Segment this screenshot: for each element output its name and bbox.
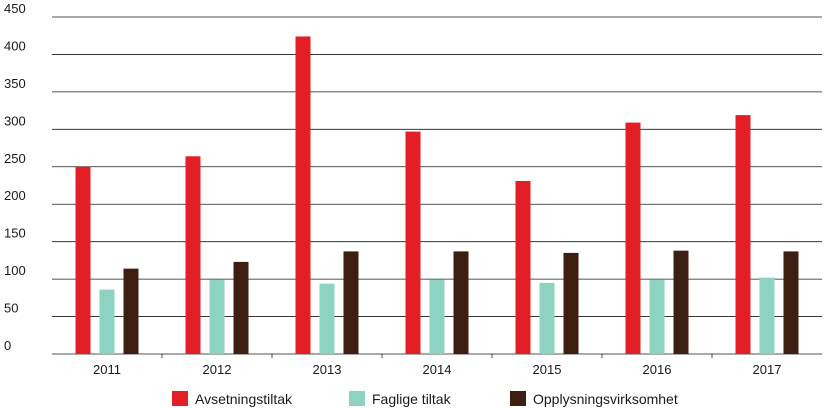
legend-swatch [172,391,188,406]
bar-faglige tiltak-2015 [539,282,555,354]
bars [75,36,799,355]
y-tick-label-450: 450 [4,1,26,16]
bar-faglige tiltak-2014 [429,279,445,354]
bar-opplysningsvirksomhet-2011 [123,268,139,354]
bar-opplysningsvirksomhet-2012 [233,261,249,354]
y-tick-label-150: 150 [4,226,26,241]
y-tick-label-300: 300 [4,113,26,128]
legend-swatch [349,391,365,406]
bar-faglige tiltak-2012 [209,279,225,354]
bar-avsetningstiltak-2013 [295,36,311,355]
legend-label: Avsetningstiltak [195,391,293,407]
legend-item-opplysningsvirksomhet: Opplysningsvirksomhet [510,391,678,407]
y-tick-label-100: 100 [4,263,26,278]
legend-item-avsetningstiltak: Avsetningstiltak [172,391,293,407]
bar-avsetningstiltak-2016 [625,122,641,355]
x-tick-label-2011: 2011 [93,362,121,377]
x-tick-label-2015: 2015 [533,362,562,377]
x-tick-label-2016: 2016 [643,362,672,377]
bar-opplysningsvirksomhet-2017 [783,251,799,354]
bar-opplysningsvirksomhet-2013 [343,251,359,354]
bar-avsetningstiltak-2015 [515,181,531,354]
bar-avsetningstiltak-2014 [405,131,421,354]
y-tick-label-0: 0 [4,338,11,353]
gridlines [52,16,822,355]
y-tick-label-50: 50 [4,301,18,316]
bar-opplysningsvirksomhet-2014 [453,251,469,354]
x-tick-label-2013: 2013 [313,362,342,377]
bar-avsetningstiltak-2011 [75,166,91,354]
x-tick-label-2014: 2014 [423,362,452,377]
bar-faglige tiltak-2011 [99,289,115,354]
y-tick-label-400: 400 [4,38,26,53]
legend: Avsetningstiltak Faglige tiltak Opplysning… [172,391,678,407]
legend-label: Faglige tiltak [372,391,452,407]
legend-swatch [510,391,526,406]
bar-opplysningsvirksomhet-2016 [673,250,689,354]
y-tick-label-200: 200 [4,188,26,203]
x-tick-label-2012: 2012 [203,362,232,377]
bar-faglige tiltak-2017 [759,277,775,354]
bar-faglige tiltak-2016 [649,279,665,354]
y-axis-tick-labels: 0 50 100 150 200 250 300 350 400 450 [4,1,26,353]
x-axis: 2011 2012 2013 2014 2015 2016 2017 [93,354,781,377]
bar-faglige tiltak-2013 [319,283,335,354]
x-tick-label-2017: 2017 [753,362,782,377]
legend-label: Opplysningsvirksomhet [533,391,678,407]
bar-avsetningstiltak-2017 [735,115,751,354]
legend-item-faglige tiltak: Faglige tiltak [349,391,452,407]
y-tick-label-250: 250 [4,151,26,166]
bar-avsetningstiltak-2012 [185,156,201,354]
bar-opplysningsvirksomhet-2015 [563,252,579,354]
y-tick-label-350: 350 [4,76,26,91]
